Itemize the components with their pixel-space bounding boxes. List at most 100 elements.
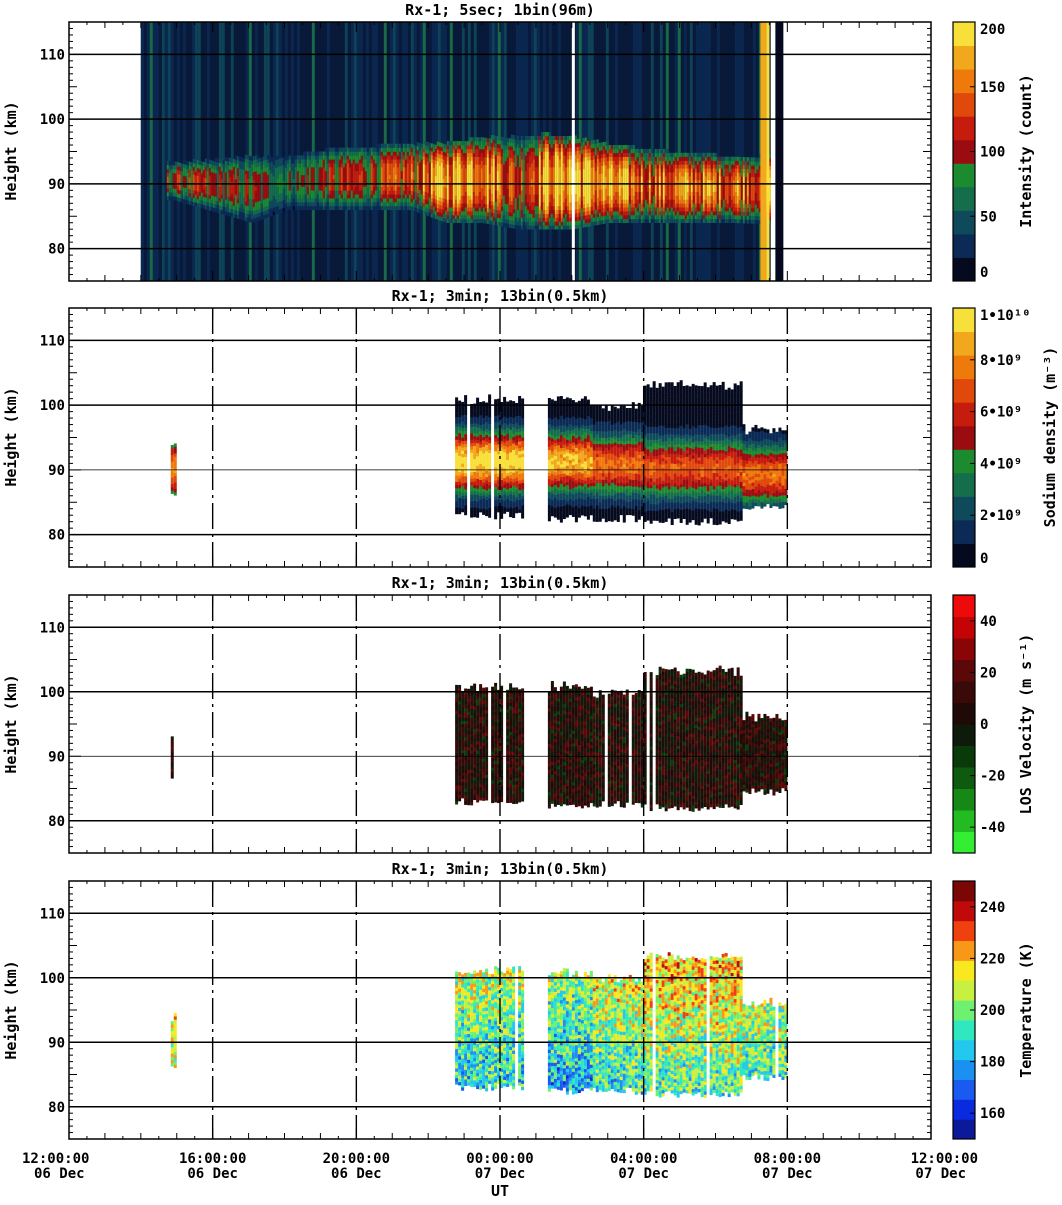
intensity-cell: [670, 203, 673, 208]
intensity-cell: [502, 214, 505, 220]
intensity-cell: [356, 178, 359, 183]
intensity-cell: [674, 176, 677, 181]
intensity-cell: [556, 139, 559, 145]
intensity-cell: [428, 162, 431, 167]
intensity-cell: [224, 183, 227, 189]
intensity-cell: [660, 164, 663, 169]
intensity-cell: [208, 194, 211, 199]
intensity-cell: [256, 170, 259, 175]
intensity-cell: [566, 202, 569, 207]
intensity-cell: [518, 221, 521, 226]
intensity-cell: [368, 167, 371, 172]
intensity-cell: [504, 180, 507, 185]
intensity-cell: [392, 170, 395, 176]
intensity-cell: [166, 195, 169, 201]
intensity-cell: [628, 176, 631, 181]
intensity-cell: [550, 159, 553, 164]
intensity-cell: [448, 145, 451, 150]
intensity-cell: [416, 208, 419, 213]
intensity-cell: [588, 187, 591, 192]
intensity-cell: [524, 213, 527, 218]
intensity-cell: [448, 203, 451, 208]
intensity-cell: [450, 191, 453, 196]
intensity-cell: [458, 207, 461, 212]
intensity-cell: [306, 198, 309, 203]
intensity-cell: [600, 150, 603, 155]
intensity-cell: [304, 202, 307, 207]
intensity-cell: [236, 175, 239, 180]
intensity-cell: [246, 155, 249, 160]
intensity-cell: [270, 165, 273, 170]
intensity-cell: [448, 141, 451, 146]
intensity-cell: [674, 183, 677, 189]
intensity-cell: [548, 147, 551, 152]
intensity-cell: [612, 218, 615, 224]
intensity-cell: [370, 205, 373, 211]
intensity-cell: [202, 185, 205, 190]
intensity-cell: [340, 202, 343, 207]
intensity-cell: [588, 191, 591, 196]
intensity-cell: [292, 194, 295, 199]
intensity-cell: [410, 186, 413, 191]
intensity-cell: [184, 179, 187, 185]
intensity-cell: [428, 158, 431, 163]
intensity-cell: [542, 198, 545, 203]
intensity-cell: [528, 174, 531, 179]
intensity-cell: [672, 183, 675, 189]
intensity-cell: [284, 175, 287, 180]
noise-column: [248, 22, 252, 281]
intensity-cell: [376, 198, 379, 203]
intensity-cell: [212, 207, 215, 212]
intensity-cell: [560, 135, 563, 141]
intensity-cell: [504, 145, 507, 150]
noise-column: [668, 22, 672, 281]
noise-column: [278, 22, 282, 281]
intensity-cell: [584, 141, 587, 146]
intensity-cell: [588, 140, 591, 145]
intensity-cell: [332, 198, 335, 203]
intensity-cell: [556, 147, 559, 152]
intensity-cell: [444, 167, 447, 173]
intensity-cell: [448, 176, 451, 181]
intensity-cell: [332, 170, 335, 176]
intensity-cell: [396, 174, 399, 179]
intensity-cell: [530, 194, 533, 199]
intensity-cell: [472, 172, 475, 177]
intensity-cell: [356, 155, 359, 160]
intensity-cell: [250, 172, 253, 177]
intensity-cell: [552, 205, 555, 211]
intensity-cell: [618, 203, 621, 208]
intensity-cell: [644, 203, 647, 208]
intensity-cell: [678, 176, 681, 181]
intensity-cell: [634, 160, 637, 165]
intensity-cell: [650, 156, 653, 161]
intensity-cell: [188, 200, 191, 205]
intensity-cell: [540, 167, 543, 172]
intensity-cell: [310, 155, 313, 160]
intensity-cell: [316, 182, 319, 187]
intensity-cell: [226, 172, 229, 177]
intensity-cell: [188, 188, 191, 194]
intensity-cell: [616, 145, 619, 150]
intensity-cell: [574, 150, 577, 156]
intensity-cell: [336, 186, 339, 191]
intensity-cell: [514, 193, 517, 198]
intensity-cell: [602, 145, 605, 151]
intensity-cell: [388, 186, 391, 191]
intensity-cell: [582, 172, 585, 178]
intensity-cell: [624, 207, 627, 212]
intensity-cell: [528, 151, 531, 156]
intensity-cell: [436, 164, 439, 170]
intensity-cell: [390, 186, 393, 191]
intensity-cell: [520, 163, 523, 168]
intensity-cell: [520, 178, 523, 183]
intensity-cell: [554, 155, 557, 160]
intensity-cell: [550, 225, 553, 230]
intensity-cell: [352, 155, 355, 160]
intensity-cell: [322, 202, 325, 207]
intensity-cell: [556, 213, 559, 218]
intensity-cell: [502, 144, 505, 150]
intensity-cell: [248, 171, 251, 176]
intensity-cell: [242, 161, 245, 167]
intensity-cell: [398, 159, 401, 164]
